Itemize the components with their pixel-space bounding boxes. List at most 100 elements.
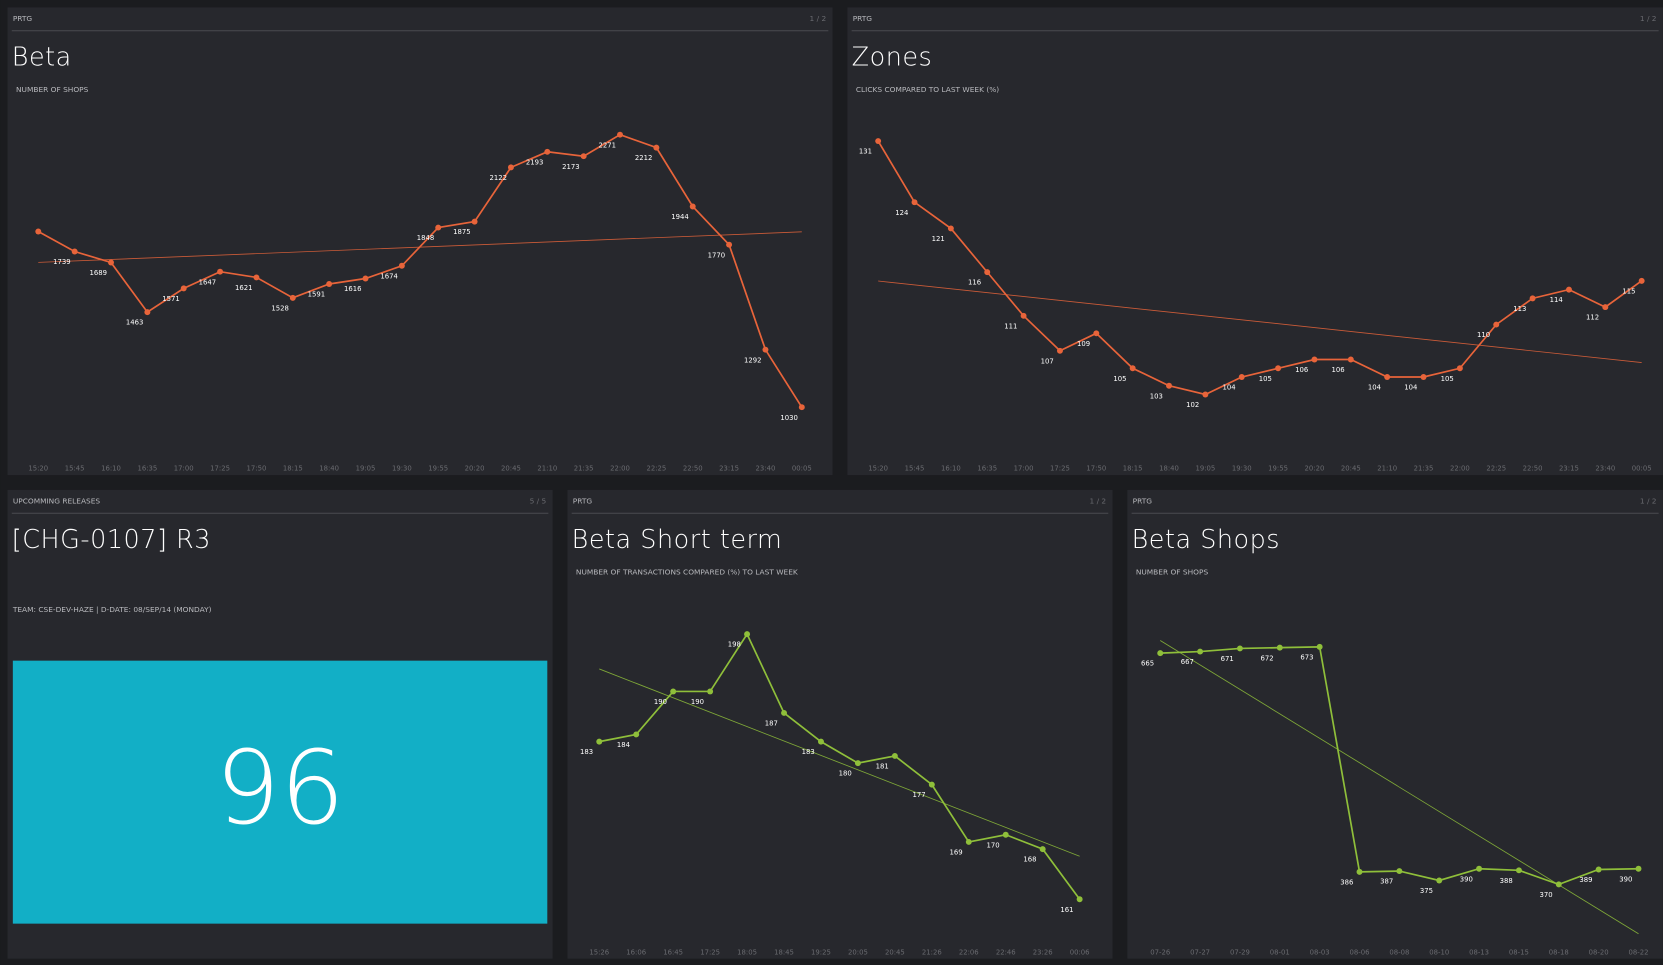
data-point — [1529, 295, 1536, 302]
data-label: 665 — [1141, 660, 1154, 668]
data-label: 2193 — [526, 158, 544, 166]
panel-header: UPCOMMING RELEASES — [13, 497, 101, 506]
data-label: 2212 — [635, 154, 652, 162]
x-tick-label: 20:45 — [885, 948, 905, 956]
data-label: 169 — [949, 849, 962, 857]
data-point — [1002, 831, 1009, 838]
data-point — [1493, 321, 1500, 328]
data-label: 105 — [1259, 375, 1272, 383]
panel-subtitle: TEAM: CSE-DEV-HAZE | D-DATE: 08/SEP/14 (… — [12, 605, 212, 614]
x-tick-label: 23:15 — [719, 465, 739, 473]
data-label: 190 — [654, 698, 667, 706]
data-point — [1436, 877, 1443, 884]
metric-value: 96 — [215, 730, 345, 848]
data-label: 673 — [1300, 653, 1313, 661]
x-tick-label: 23:26 — [1033, 948, 1053, 956]
data-point — [744, 631, 751, 638]
data-label: 1616 — [344, 285, 362, 293]
x-tick-label: 22:50 — [1523, 465, 1543, 473]
x-tick-label: 20:05 — [848, 948, 868, 956]
data-point — [653, 144, 660, 151]
data-label: 161 — [1060, 906, 1073, 914]
x-tick-label: 07-27 — [1190, 948, 1210, 956]
x-tick-label: 23:15 — [1559, 465, 1579, 473]
panel-title: Beta — [12, 42, 72, 72]
data-point — [1595, 866, 1602, 873]
x-tick-label: 20:45 — [1341, 465, 1361, 473]
data-point — [580, 153, 587, 160]
data-label: 116 — [968, 279, 981, 287]
data-line — [877, 140, 1643, 396]
data-label: 1030 — [780, 414, 797, 422]
data-label: 109 — [1077, 340, 1090, 348]
data-point — [947, 225, 954, 232]
data-point — [71, 248, 78, 255]
data-label: 131 — [859, 148, 872, 156]
data-point — [633, 731, 640, 738]
x-tick-label: 08-18 — [1549, 948, 1569, 956]
data-point — [1275, 365, 1282, 372]
data-point — [1456, 365, 1463, 372]
data-label: 1848 — [417, 234, 435, 242]
x-tick-label: 08-03 — [1310, 948, 1330, 956]
x-tick-label: 00:05 — [1632, 465, 1652, 473]
data-point — [1476, 865, 1483, 872]
x-tick-label: 17:25 — [1050, 465, 1070, 473]
x-tick-label: 17:00 — [174, 465, 194, 473]
data-label: 187 — [765, 720, 778, 728]
data-label: 1463 — [126, 319, 144, 327]
data-point — [471, 218, 478, 225]
panel — [847, 7, 1663, 476]
data-point — [1555, 881, 1562, 888]
data-point — [798, 404, 805, 411]
data-point — [1157, 650, 1164, 657]
data-label: 102 — [1186, 401, 1199, 409]
data-point — [1638, 277, 1645, 284]
data-line — [37, 133, 803, 408]
x-tick-label: 22:00 — [1450, 465, 1470, 473]
data-point — [1093, 330, 1100, 337]
data-label: 1591 — [308, 291, 326, 299]
x-tick-label: 08-13 — [1469, 948, 1489, 956]
x-tick-label: 08-22 — [1629, 948, 1649, 956]
data-label: 1689 — [90, 269, 108, 277]
data-label: 104 — [1368, 384, 1381, 392]
x-tick-label: 15:45 — [905, 465, 925, 473]
data-point — [108, 259, 114, 266]
x-tick-label: 17:00 — [1014, 465, 1034, 473]
data-point — [1056, 347, 1063, 354]
x-tick-label: 18:40 — [319, 465, 339, 473]
data-point — [253, 274, 260, 281]
panel — [7, 7, 833, 476]
x-tick-label: 22:00 — [610, 465, 630, 473]
x-tick-label: 18:45 — [774, 948, 794, 956]
panel-header: PRTG — [13, 14, 33, 23]
data-point — [596, 738, 603, 745]
data-point — [544, 148, 551, 155]
data-label: 386 — [1340, 878, 1353, 886]
data-label: 1770 — [708, 251, 726, 259]
x-tick-label: 22:50 — [683, 465, 703, 473]
x-tick-label: 21:26 — [922, 948, 942, 956]
data-label: 370 — [1539, 891, 1552, 899]
x-tick-label: 21:10 — [537, 465, 557, 473]
x-tick-label: 18:15 — [1123, 465, 1143, 473]
x-tick-label: 07-26 — [1150, 948, 1170, 956]
data-point — [781, 709, 787, 716]
x-tick-label: 08-06 — [1350, 948, 1370, 956]
panel-title: Beta Shops — [1132, 525, 1281, 555]
data-label: 180 — [839, 770, 852, 778]
data-label: 1571 — [162, 295, 180, 303]
data-point — [1565, 286, 1572, 293]
data-label: 389 — [1579, 876, 1592, 884]
x-tick-label: 23:40 — [1595, 465, 1615, 473]
panel-title: Zones — [852, 42, 933, 72]
panel-page: 1 / 2 — [1090, 497, 1107, 506]
data-label: 388 — [1500, 877, 1513, 885]
panel-subtitle: CLICKS COMPARED TO LAST WEEK (%) — [856, 85, 999, 94]
data-point — [1635, 865, 1642, 872]
x-tick-label: 22:25 — [646, 465, 666, 473]
data-label: 1621 — [235, 284, 253, 292]
data-point — [1276, 644, 1283, 651]
data-label: 107 — [1041, 357, 1054, 365]
